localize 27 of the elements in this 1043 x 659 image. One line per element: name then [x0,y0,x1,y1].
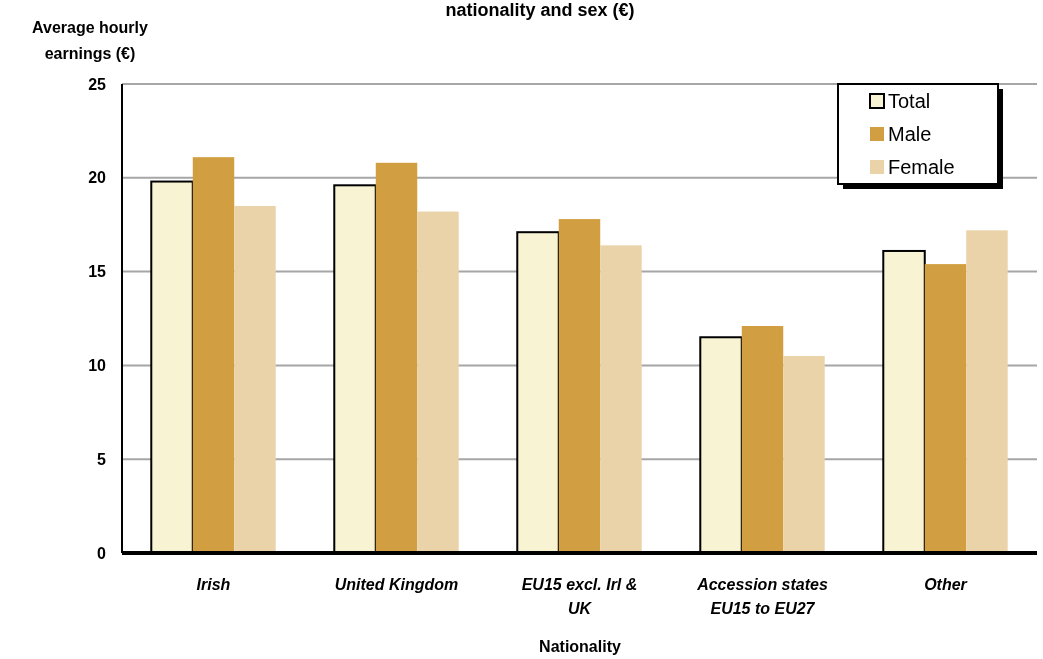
bar [558,219,601,553]
x-tick-label: Other [924,576,968,593]
y-tick-label: 10 [88,357,107,374]
bar [924,264,967,553]
y-tick-label: 25 [88,75,107,93]
bar [966,230,1008,553]
chart-title: nationality and sex (€) [445,0,635,20]
bar [375,162,418,553]
legend-label: Female [888,156,955,178]
y-tick-label: 15 [88,263,107,281]
bar [417,211,459,553]
bar [192,157,235,553]
x-tick-label: United Kingdom [334,576,459,593]
legend-label: Total [888,90,931,112]
x-tick-label: EU15 excl. Irl & UK [521,576,638,617]
y-tick-label: 0 [97,544,107,562]
legend-label: Male [888,123,932,145]
bar [234,205,276,553]
y-axis-title: Average hourly earnings (€) [32,19,149,62]
x-axis-title: Nationality [539,638,621,655]
bar [600,245,642,553]
bar [783,356,825,553]
y-tick-label: 20 [88,169,107,187]
bar [741,326,784,553]
y-tick-label: 5 [97,450,107,468]
x-tick-label: Accession states EU15 to EU27 [696,576,828,617]
x-tick-label: Irish [196,576,231,593]
